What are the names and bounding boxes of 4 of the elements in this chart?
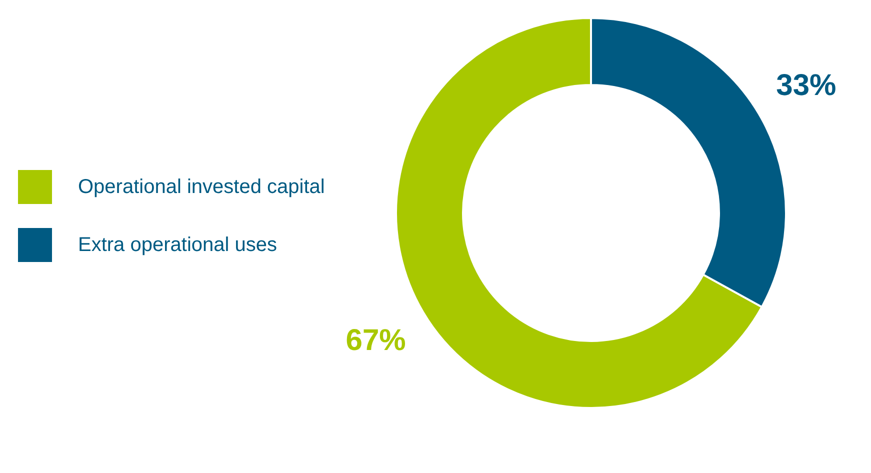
legend-label: Operational invested capital: [78, 176, 325, 198]
data-label: 67%: [346, 324, 406, 357]
data-label: 33%: [776, 69, 836, 102]
legend-label: Extra operational uses: [78, 234, 278, 256]
